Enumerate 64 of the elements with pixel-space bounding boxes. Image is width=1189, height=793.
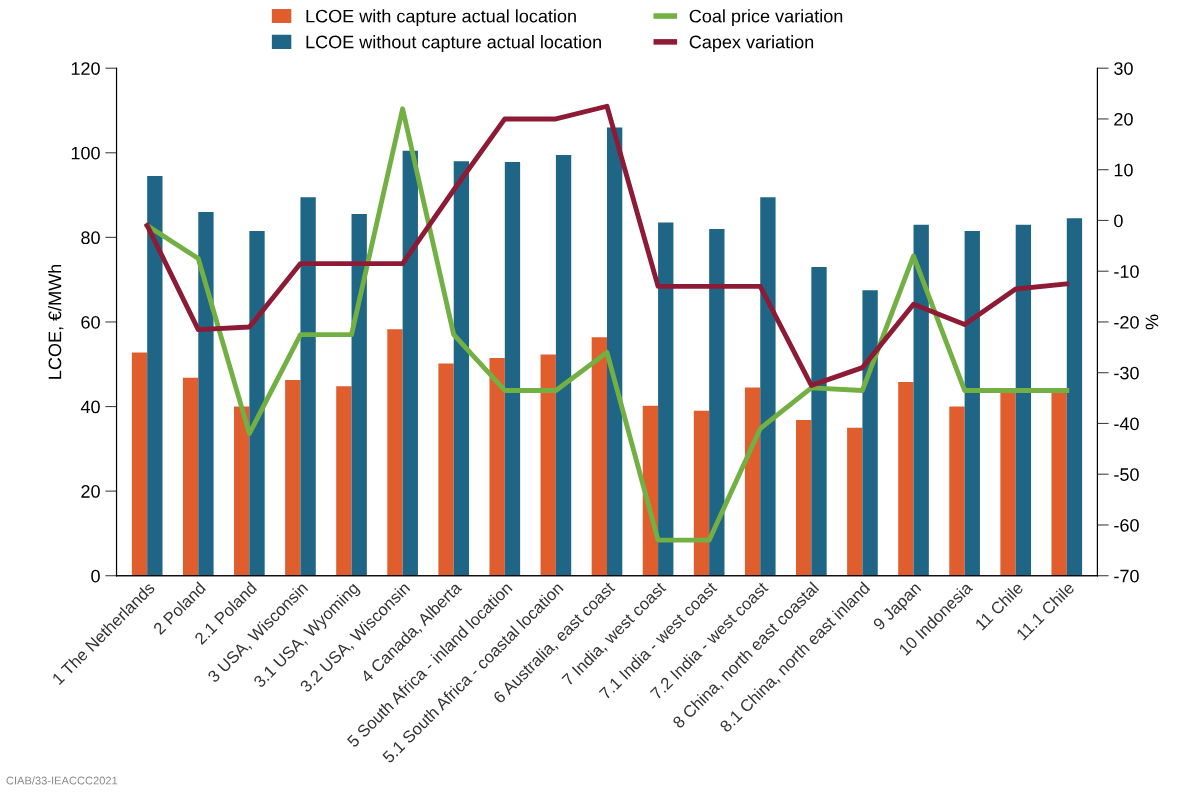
bar: [709, 228, 725, 576]
y2-tick-label: -30: [1114, 366, 1139, 380]
y2-tick-label: 20: [1114, 112, 1133, 126]
y-tick-label: 60: [81, 315, 100, 329]
y-tick-label: 120: [71, 62, 100, 75]
bar: [796, 420, 812, 576]
y2-tick-label: 30: [1114, 62, 1133, 75]
bar: [438, 363, 454, 576]
y-tick-label: 100: [71, 146, 100, 160]
y-tick-label: 0: [91, 569, 100, 583]
bar: [1015, 224, 1032, 576]
legend-label: LCOE without capture actual location: [306, 35, 601, 52]
bar: [540, 354, 556, 576]
line-series: [144, 106, 1070, 543]
bar: [336, 386, 352, 576]
bar: [387, 329, 403, 576]
bar: [744, 387, 761, 576]
y-tick-label: 80: [81, 231, 100, 245]
bar: [131, 352, 148, 576]
bar: [606, 127, 623, 576]
bar: [234, 406, 250, 576]
y2-tick-label: 10: [1114, 163, 1133, 177]
y2-tick-label: -10: [1114, 265, 1139, 278]
bar: [913, 224, 929, 576]
bar: [847, 427, 863, 576]
bar: [760, 197, 776, 576]
bar: [504, 162, 521, 576]
bar: [898, 382, 914, 576]
bar: [198, 212, 214, 576]
bar: [351, 214, 367, 576]
y2-tick-label: -40: [1114, 417, 1139, 431]
bar: [693, 410, 710, 576]
bar: [591, 337, 607, 576]
bar: [1051, 391, 1067, 576]
bar: [182, 377, 199, 576]
bar: [862, 290, 878, 576]
bar: [402, 150, 418, 576]
bar: [300, 197, 316, 576]
line-series: [144, 103, 1070, 388]
bar: [949, 406, 965, 576]
y-tick-label: 20: [81, 485, 100, 498]
y2-tick-label: 0: [1114, 214, 1123, 228]
y-tick-label: 40: [80, 400, 100, 414]
y2-tick-label: -20: [1114, 315, 1139, 329]
y2-tick-label: -50: [1114, 468, 1139, 481]
y-axis-title: LCOE, €/MWh: [48, 264, 64, 379]
bar: [147, 176, 163, 576]
y2-axis-title: %: [1145, 314, 1159, 330]
bar: [964, 231, 980, 576]
y2-tick-label: -60: [1114, 518, 1139, 532]
legend-label: Capex variation: [689, 35, 814, 52]
bar: [555, 154, 572, 576]
bar: [1066, 218, 1083, 576]
bar: [489, 357, 505, 576]
bar: [285, 379, 301, 576]
bar: [811, 266, 827, 576]
bar: [658, 222, 674, 576]
bar: [1000, 391, 1016, 576]
bar: [249, 231, 265, 576]
text: CIAB/33-IEACCC2021: [6, 776, 118, 785]
bar: [453, 161, 470, 576]
legend-label: Coal price variation: [689, 9, 843, 27]
legend-label: LCOE with capture actual location: [306, 9, 576, 27]
y2-tick-label: -70: [1114, 569, 1139, 583]
